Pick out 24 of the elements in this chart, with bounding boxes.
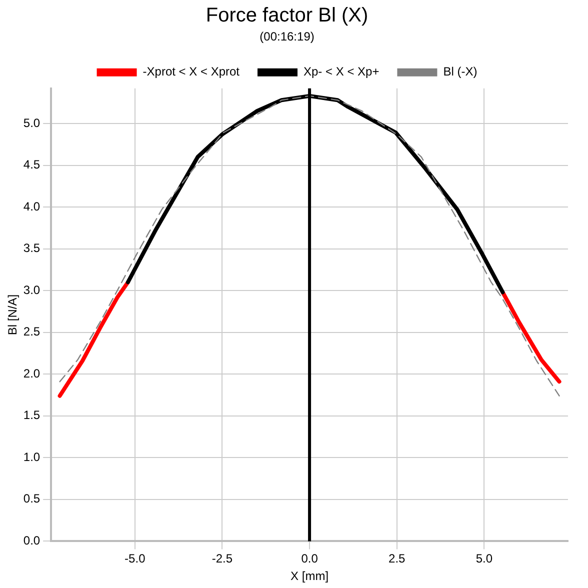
y-tick-label: 3.5 (23, 241, 40, 256)
y-tick-label: 0.5 (23, 492, 40, 506)
x-tick-label: 5.0 (476, 552, 493, 566)
y-tick-label: 0.0 (23, 534, 40, 548)
y-tick-label: 4.5 (23, 158, 40, 172)
x-tick-label: -5.0 (124, 552, 146, 566)
y-tick-label: 4.0 (23, 199, 40, 214)
legend-label: Xp- < X < Xp+ (304, 64, 380, 79)
line-series (59, 95, 560, 396)
chart-title: Force factor Bl (X) (206, 4, 368, 27)
x-tick-label: -2.5 (212, 552, 233, 566)
y-tick-label: 1.5 (23, 408, 40, 422)
y-tick-label: 5.0 (23, 116, 40, 130)
x-tick-label: 2.5 (388, 552, 406, 566)
y-tick-label: 2.0 (23, 366, 40, 380)
legend-label: -Xprot < X < Xprot (142, 64, 240, 79)
chart-subtitle: (00:16:19) (260, 30, 314, 44)
legend-label: Bl (-X) (443, 64, 478, 79)
x-tick-label: 0.0 (301, 552, 318, 566)
y-tick-label: 2.5 (23, 324, 40, 339)
x-axis-title: X [mm] (290, 569, 329, 584)
y-tick-label: 1.0 (23, 450, 40, 464)
y-axis-title: Bl [N/A] (6, 294, 20, 336)
y-tick-label: 3.0 (23, 282, 40, 297)
